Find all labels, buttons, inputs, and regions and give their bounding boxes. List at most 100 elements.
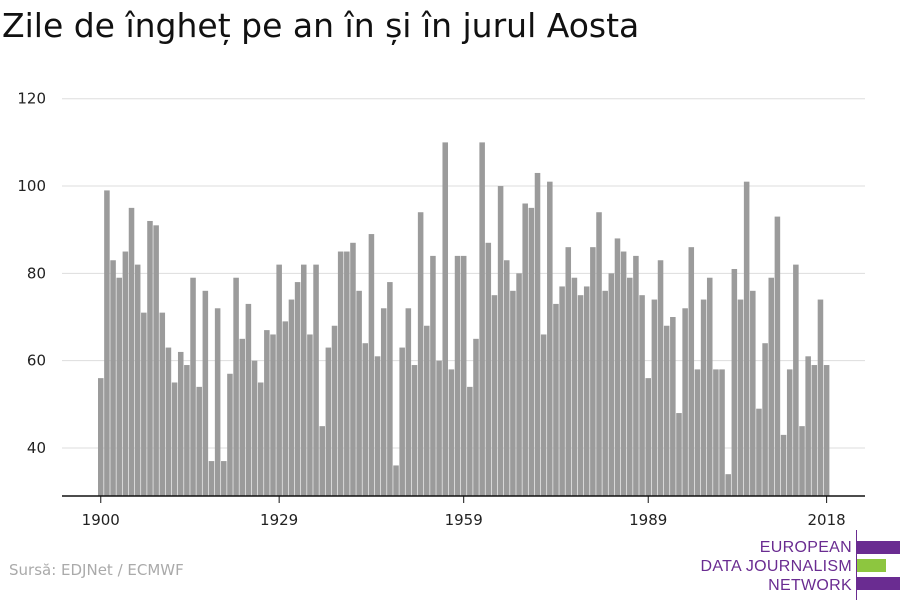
- bar-1953: [424, 325, 430, 496]
- bar-1923: [239, 338, 246, 496]
- bar-1982: [602, 290, 608, 496]
- bar-1972: [540, 334, 547, 496]
- bar-1999: [706, 277, 713, 496]
- x-tick-label-1929: 1929: [260, 511, 298, 529]
- bar-1981: [596, 212, 602, 496]
- bar-1932: [294, 282, 301, 496]
- bar-2001: [719, 369, 725, 496]
- bar-1989: [645, 378, 651, 496]
- chart-title: Zile de îngheț pe an în și în jurul Aost…: [2, 6, 640, 45]
- bar-1965: [497, 186, 504, 496]
- bar-1997: [694, 369, 701, 496]
- bar-1915: [190, 277, 196, 496]
- bar-1900: [98, 378, 104, 496]
- bar-1942: [356, 290, 362, 496]
- y-tick-label-80: 80: [27, 264, 46, 282]
- bar-2005: [743, 181, 750, 496]
- bar-1958: [454, 255, 461, 496]
- bar-1948: [393, 465, 399, 496]
- bar-1960: [467, 386, 473, 496]
- bar-2008: [762, 343, 768, 496]
- logo-bar-middle: [857, 559, 886, 572]
- bar-1937: [325, 347, 332, 496]
- x-tick-label-2018: 2018: [808, 511, 846, 529]
- bar-1959: [460, 255, 467, 496]
- x-tick-label-1989: 1989: [629, 511, 667, 529]
- bar-1987: [633, 255, 639, 496]
- bar-1922: [233, 277, 239, 496]
- y-tick-label-100: 100: [17, 177, 46, 195]
- bar-1934: [307, 334, 313, 496]
- logo-text: EUROPEAN DATA JOURNALISM NETWORK: [701, 538, 852, 595]
- bar-1938: [331, 325, 338, 496]
- y-axis-ticks: 40 60 80 100 120: [17, 90, 46, 457]
- bar-1930: [282, 321, 289, 496]
- bar-1929: [276, 264, 282, 496]
- bar-1992: [663, 325, 670, 496]
- bar-1974: [553, 303, 559, 496]
- bar-1920: [221, 461, 227, 496]
- bar-1946: [380, 308, 387, 496]
- bar-1995: [682, 308, 688, 496]
- bar-1952: [417, 212, 424, 496]
- bar-1966: [503, 260, 510, 496]
- bar-1912: [171, 382, 178, 496]
- y-tick-label-120: 120: [17, 90, 46, 108]
- bar-2000: [713, 369, 719, 496]
- bar-1918: [208, 461, 215, 496]
- bar-1991: [657, 260, 664, 496]
- bar-1913: [177, 351, 184, 496]
- bar-1901: [104, 190, 110, 496]
- bar-2012: [786, 369, 793, 496]
- bar-1905: [128, 207, 135, 496]
- bar-1980: [590, 247, 596, 496]
- bar-2013: [793, 264, 799, 496]
- x-axis: 1900 1929 1959 1989 2018: [62, 495, 865, 529]
- bar-2014: [799, 426, 805, 496]
- x-tick-label-1900: 1900: [82, 511, 120, 529]
- bar-1954: [430, 255, 436, 496]
- bar-1986: [627, 277, 633, 496]
- bar-1926: [257, 382, 264, 496]
- bar-1933: [300, 264, 307, 496]
- logo-line-3: NETWORK: [768, 577, 852, 594]
- source-note: Sursă: EDJNet / ECMWF: [9, 561, 184, 579]
- bar-1994: [676, 413, 682, 496]
- bar-2015: [805, 356, 811, 496]
- bar-1961: [473, 338, 479, 496]
- bar-1911: [165, 347, 172, 496]
- bar-2003: [731, 268, 738, 496]
- bar-1988: [639, 295, 645, 496]
- bar-2016: [811, 365, 818, 496]
- bar-1917: [202, 290, 209, 496]
- bar-1975: [559, 286, 565, 496]
- bar-1990: [651, 299, 658, 496]
- bar-1985: [620, 251, 627, 496]
- bar-1949: [399, 347, 405, 496]
- bar-1973: [547, 181, 553, 496]
- bar-1998: [700, 299, 707, 496]
- bar-1935: [313, 264, 319, 496]
- bar-1979: [583, 286, 590, 496]
- bar-1931: [288, 299, 295, 496]
- bar-1916: [196, 386, 202, 496]
- bar-1955: [436, 360, 442, 496]
- bar-1976: [565, 247, 572, 496]
- bar-1941: [350, 242, 356, 496]
- bar-1978: [577, 295, 584, 496]
- bar-1970: [528, 207, 535, 496]
- bar-1983: [608, 273, 615, 496]
- bar-2011: [780, 434, 787, 496]
- logo-line-1: EUROPEAN: [759, 539, 852, 556]
- bar-1944: [368, 234, 375, 496]
- bar-1914: [184, 365, 190, 496]
- bar-1950: [405, 308, 412, 496]
- bar-1956: [442, 142, 449, 497]
- bar-1904: [122, 251, 129, 496]
- x-tick-label-1959: 1959: [445, 511, 483, 529]
- y-tick-label-60: 60: [27, 352, 46, 370]
- bar-1924: [245, 303, 252, 496]
- bar-1908: [147, 220, 153, 496]
- edjnet-logo[interactable]: EUROPEAN DATA JOURNALISM NETWORK: [700, 530, 900, 600]
- logo-divider: [856, 530, 857, 600]
